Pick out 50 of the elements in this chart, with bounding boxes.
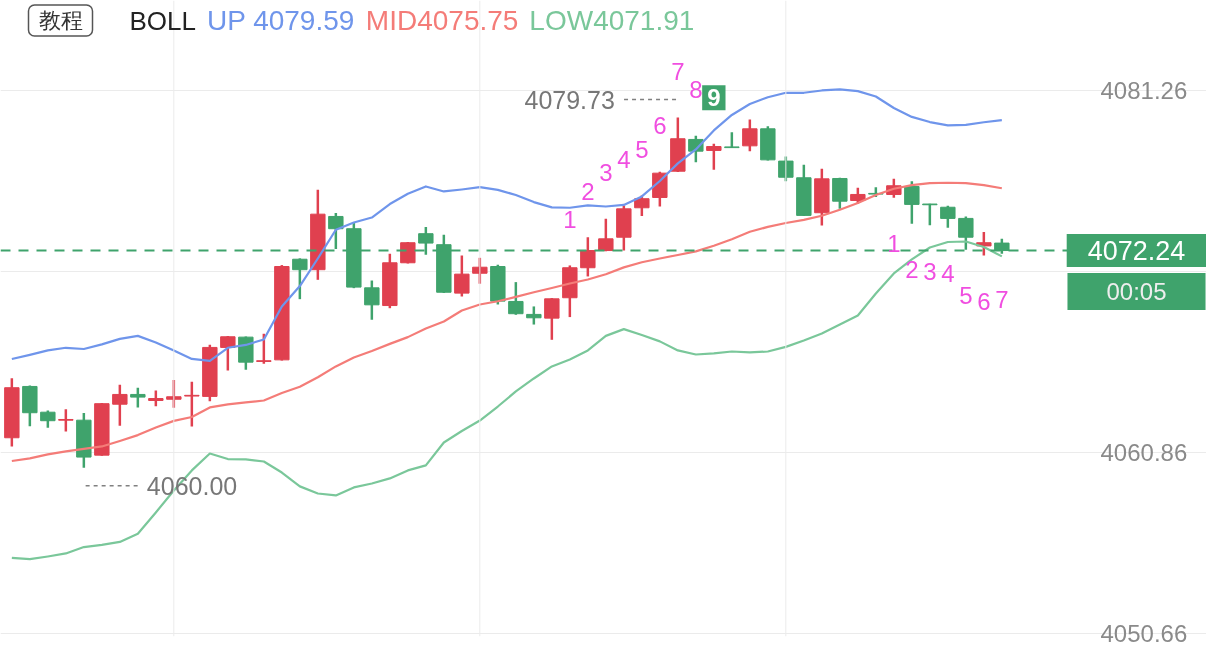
candlestick — [508, 280, 524, 317]
candlestick — [184, 380, 200, 428]
candlestick — [454, 254, 470, 298]
text: 5 — [959, 282, 973, 310]
text: 4 — [941, 260, 955, 288]
candlestick — [832, 176, 848, 211]
candlestick — [58, 407, 74, 433]
text: 2 — [905, 256, 919, 284]
text: UP 4079.59 — [206, 5, 355, 36]
candlestick — [598, 217, 614, 253]
text: 5 — [635, 136, 649, 164]
text: 6 — [653, 112, 667, 140]
candlestick — [742, 118, 758, 153]
candlestick — [544, 296, 560, 342]
text: 7 — [671, 58, 685, 86]
candlestick — [112, 383, 128, 427]
candlestick — [166, 378, 182, 410]
text: 2 — [581, 177, 595, 205]
candlestick — [904, 179, 920, 225]
candlestick — [958, 215, 974, 252]
annotation: 4072.24 00:05 — [1087, 236, 1186, 306]
legend-title: BOLL — [129, 5, 196, 36]
y-tick-label: 4081.26 — [1100, 76, 1188, 104]
text: 9 — [707, 84, 721, 112]
text: 8 — [689, 76, 703, 104]
candlestick — [472, 256, 488, 285]
candlestick — [364, 279, 380, 321]
candlestick — [580, 235, 596, 278]
text: 4 — [617, 145, 631, 173]
text: 1 — [887, 230, 901, 258]
candlestick — [328, 211, 344, 251]
text: LOW4071.91 — [529, 5, 695, 36]
candlestick — [634, 194, 650, 218]
text: MID4075.75 — [365, 5, 519, 36]
text: 3 — [923, 257, 937, 285]
text: 6 — [977, 288, 991, 315]
text: 3 — [599, 159, 613, 187]
candlestick — [940, 204, 956, 230]
annotation: 4079.73 — [524, 85, 615, 114]
candlestick — [526, 305, 542, 326]
y-tick-label: 4050.66 — [1100, 619, 1188, 647]
candlestick — [130, 386, 146, 409]
y-tick-label: 4060.86 — [1100, 438, 1188, 466]
text: 7 — [995, 286, 1009, 314]
candlestick — [706, 142, 722, 172]
candlestick — [220, 334, 236, 372]
text: 1 — [563, 205, 577, 233]
candlestick — [922, 202, 938, 227]
candlestick — [292, 257, 308, 301]
annotation: 教程 — [38, 8, 83, 33]
